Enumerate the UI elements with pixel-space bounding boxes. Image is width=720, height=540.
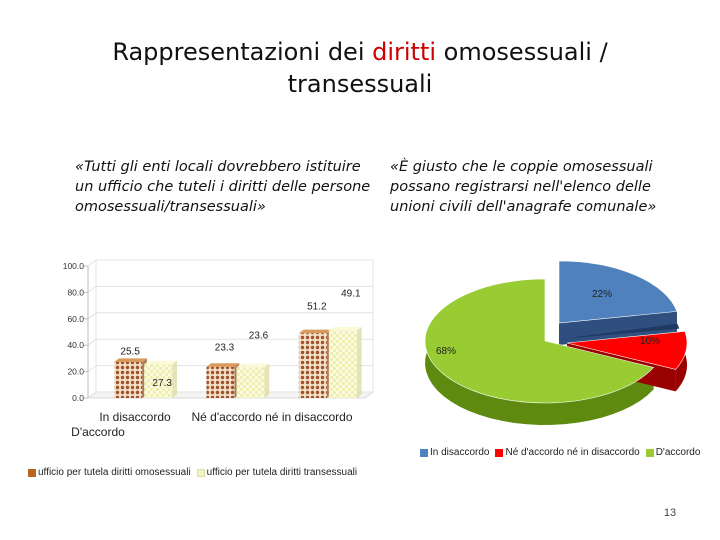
bar-y-tick-label: 0.0 xyxy=(72,393,84,403)
pie-legend: In disaccordo Né d'accordo né in disacco… xyxy=(420,447,706,458)
bar-1-1 xyxy=(236,363,270,398)
pie-slices xyxy=(424,260,688,425)
bar-1-0 xyxy=(206,363,240,398)
legend-item-transessuali: ufficio per tutela diritti transessuali xyxy=(196,467,358,478)
legend-swatch-omosessuali xyxy=(28,468,36,477)
bar-data-label-2-1: 51.2 xyxy=(307,302,327,313)
title-line2: transessuali xyxy=(287,70,433,98)
pie-legend-swatch-disaccordo xyxy=(420,448,428,457)
legend-swatch-transessuali xyxy=(196,468,205,477)
bar-0-1 xyxy=(144,360,177,398)
legend-label-omosessuali: ufficio per tutela diritti omosessuali xyxy=(38,467,191,478)
bar-2-1 xyxy=(328,326,362,398)
pie-legend-label-disaccordo: In disaccordo xyxy=(430,447,490,458)
bar-data-label-1-1: 23.3 xyxy=(215,342,235,353)
pie-legend-label-neutro: Né d'accordo né in disaccordo xyxy=(505,447,640,458)
pie-slice-0 xyxy=(558,260,678,324)
bar-data-label-0-1: 25.5 xyxy=(120,346,140,357)
bar-y-axis: 0.0 20.0 40.0 60.0 80.0 100.0 xyxy=(63,261,89,403)
pie-legend-item-disaccordo: In disaccordo xyxy=(420,447,489,458)
quote-left: «Tutti gli enti locali dovrebbero istitu… xyxy=(75,159,371,215)
bar-2-0 xyxy=(298,329,332,398)
bar-y-tick-label: 20.0 xyxy=(67,367,84,377)
pie-chart: 22% 10% 68% xyxy=(424,260,688,425)
bar-data-labels: 27.3 25.5 23.6 23.3 49.1 51.2 xyxy=(120,288,361,389)
title-part2: omosessuali / xyxy=(436,38,608,66)
bar-data-label-0-0: 27.3 xyxy=(152,378,172,389)
pie-value-label-2: 68% xyxy=(436,346,456,357)
bar-x-label-0: In disaccordo xyxy=(99,410,171,424)
legend-item-omosessuali: ufficio per tutela diritti omosessuali xyxy=(28,467,191,478)
pie-value-labels: 22% 10% 68% xyxy=(436,289,660,357)
page-number: 13 xyxy=(663,507,677,519)
bar-legend: ufficio per tutela diritti omosessuali u… xyxy=(28,467,363,478)
slide-title: Rappresentazioni dei diritti omosessuali… xyxy=(40,36,680,100)
bar-gridline xyxy=(87,338,97,346)
legend-label-transessuali: ufficio per tutela diritti transessuali xyxy=(206,467,358,478)
bar-data-label-1-0: 23.6 xyxy=(249,331,269,342)
bar-x-axis: In disaccordo Né d'accordo né in disaccor… xyxy=(71,410,353,439)
bar-y-tick-label: 80.0 xyxy=(67,287,84,297)
bar-gridline xyxy=(87,286,97,293)
pie-legend-swatch-accordo xyxy=(645,448,654,457)
bar-gridline xyxy=(87,365,97,372)
bar-marks xyxy=(114,326,362,398)
pie-slice-1 xyxy=(566,331,688,370)
bar-chart: 0.0 20.0 40.0 60.0 80.0 100.0 27.3 25.5 23.6 23.… xyxy=(63,259,375,439)
bar-y-tick-label: 40.0 xyxy=(67,340,84,350)
pie-slice-extra xyxy=(561,323,680,339)
bar-0-0 xyxy=(114,358,147,398)
pie-legend-item-neutro: Né d'accordo né in disaccordo xyxy=(495,447,640,458)
pie-legend-swatch-neutro xyxy=(495,448,504,457)
pie-value-label-1: 10% xyxy=(640,336,660,347)
bar-y-tick-label: 100.0 xyxy=(63,261,85,271)
quote-right: «È giusto che le coppie omosessuali poss… xyxy=(390,159,657,215)
bar-x-label-2: D'accordo xyxy=(71,425,125,439)
bar-y-tick-label: 60.0 xyxy=(67,314,84,324)
pie-value-label-0: 22% xyxy=(592,289,612,300)
pie-legend-item-accordo: D'accordo xyxy=(645,447,701,458)
pie-legend-label-accordo: D'accordo xyxy=(655,447,701,458)
title-part1: Rappresentazioni dei xyxy=(112,38,373,66)
bar-data-label-2-0: 49.1 xyxy=(341,288,361,299)
pie-slice-2 xyxy=(424,278,655,404)
bar-x-label-1: Né d'accordo né in disaccordo xyxy=(191,410,352,424)
bar-gridline xyxy=(87,259,97,267)
bar-gridline xyxy=(87,391,97,399)
bar-gridline xyxy=(87,312,97,320)
title-highlight: diritti xyxy=(372,38,437,66)
